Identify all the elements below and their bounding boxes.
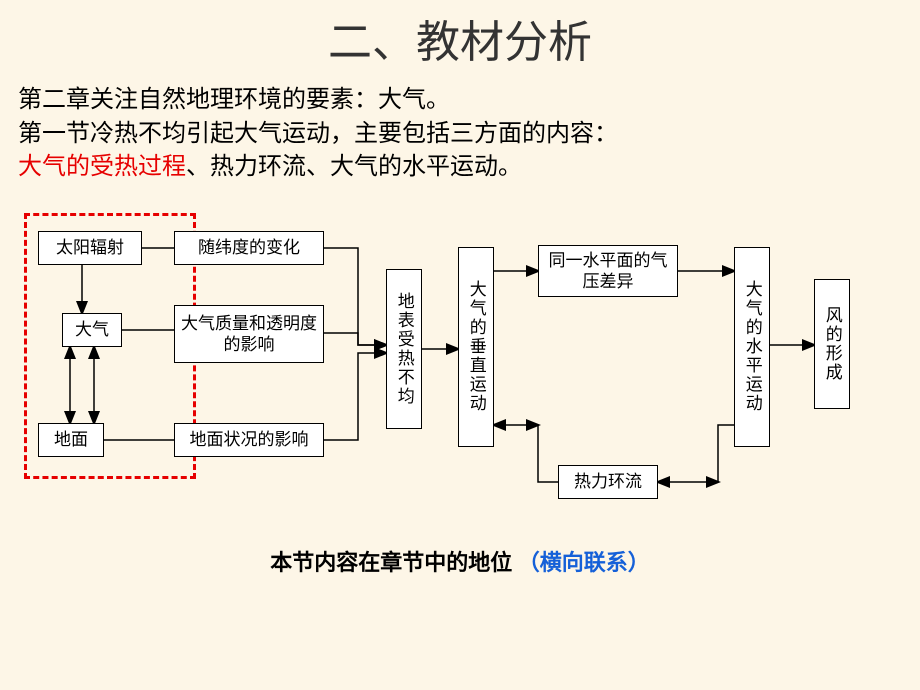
intro-block: 第二章关注自然地理环境的要素：大气。 第一节冷热不均引起大气运动，主要包括三方面… — [0, 70, 920, 185]
flow-box: 大气质量和透明度的影响 — [174, 305, 324, 363]
intro-line2: 第一节冷热不均引起大气运动，主要包括三方面的内容： — [18, 118, 902, 152]
flow-diagram: 太阳辐射大气地面 随纬度的变化大气质量和透明度的影响地面状况的影响 同一水平面的气压… — [18, 205, 902, 535]
flow-box: 热力环流 — [558, 465, 658, 499]
flow-vbox: 大气的垂直运动 — [458, 247, 494, 447]
intro-line3: 大气的受热过程、热力环流、大气的水平运动。 — [18, 151, 902, 185]
caption-blue: （横向联系） — [518, 550, 650, 575]
page-title: 二、教材分析 — [0, 0, 920, 70]
flow-box: 地面状况的影响 — [174, 423, 324, 457]
flow-box: 太阳辐射 — [38, 231, 142, 265]
intro-line1: 第二章关注自然地理环境的要素：大气。 — [18, 84, 902, 118]
flow-vbox: 风的形成 — [814, 279, 850, 409]
flow-box: 地面 — [38, 423, 104, 457]
flow-box: 大气 — [62, 313, 122, 347]
caption-black: 本节内容在章节中的地位 — [270, 550, 512, 575]
flow-vbox: 地表受热不均 — [386, 269, 422, 429]
flow-box: 随纬度的变化 — [174, 231, 324, 265]
flow-vbox: 大气的水平运动 — [734, 247, 770, 447]
intro-rest: 、热力环流、大气的水平运动。 — [186, 154, 522, 180]
caption: 本节内容在章节中的地位 （横向联系） — [0, 545, 920, 577]
intro-highlight: 大气的受热过程 — [18, 154, 186, 180]
flow-box: 同一水平面的气压差异 — [538, 245, 678, 297]
